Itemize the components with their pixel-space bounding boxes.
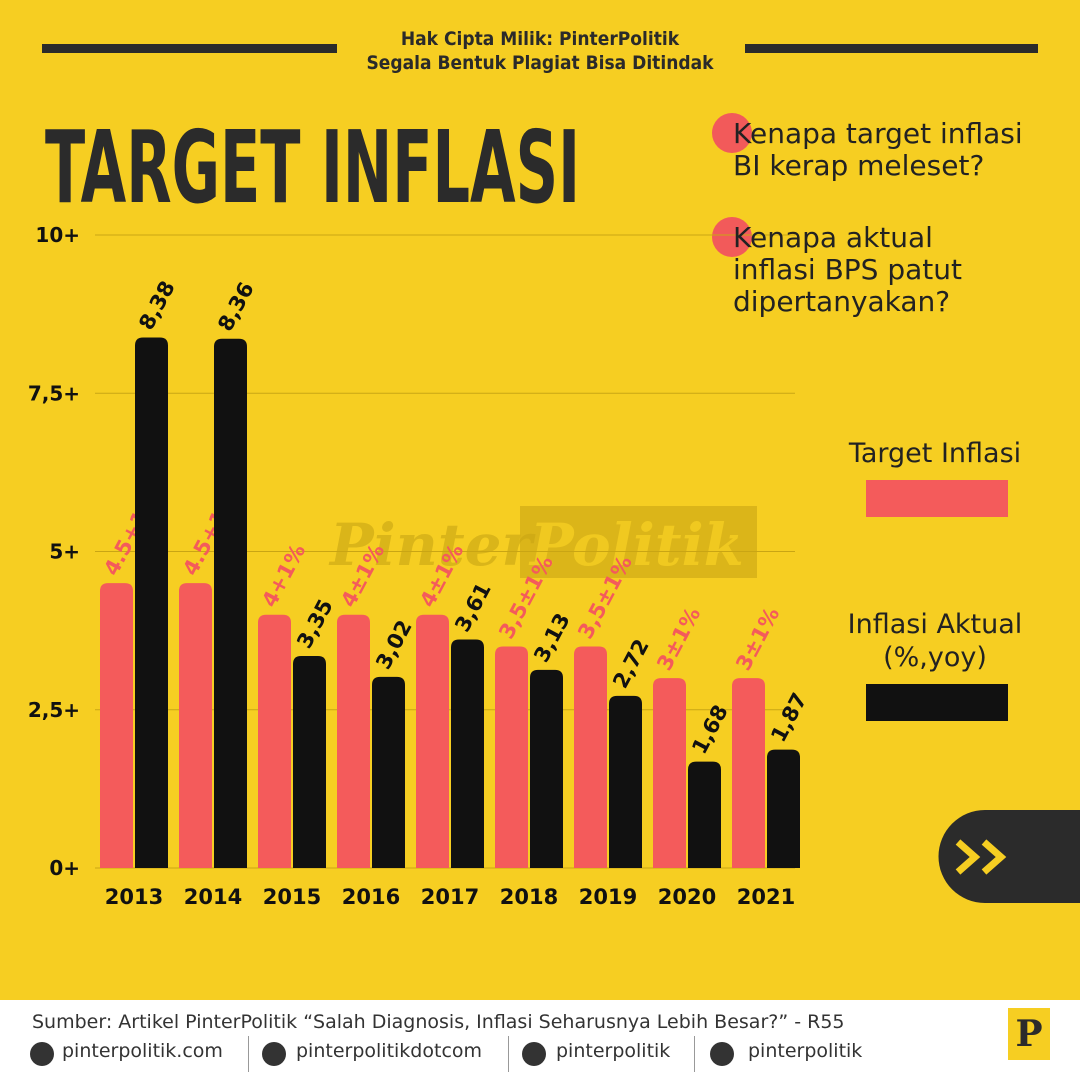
value-label: 8,36 <box>213 278 259 335</box>
y-tick-label: 0+ <box>49 856 80 880</box>
value-label: 3,35 <box>292 595 338 652</box>
bar <box>214 338 247 868</box>
logo: P <box>1008 1008 1050 1060</box>
bar <box>293 655 326 868</box>
bar <box>416 614 449 868</box>
facebook-icon <box>262 1042 286 1066</box>
bullet <box>712 113 752 153</box>
bar <box>767 749 800 868</box>
y-tick-label: 10+ <box>35 223 80 247</box>
copyright: Hak Cipta Milik: PinterPolitik <box>400 28 680 50</box>
value-label: 3,02 <box>371 616 417 673</box>
y-tick-label: 5+ <box>49 540 80 564</box>
bar <box>574 646 607 868</box>
y-tick-label: 2,5+ <box>28 698 80 722</box>
legend-label: Target Inflasi <box>848 438 1022 469</box>
bar <box>653 678 686 868</box>
link[interactable]: pinterpolitik.com <box>62 1040 223 1062</box>
bar <box>179 583 212 868</box>
bar <box>372 676 405 868</box>
header-rule <box>42 44 337 53</box>
question: Kenapa aktual inflasi BPS patut dipertan… <box>733 221 962 318</box>
x-tick-label: 2015 <box>263 885 321 909</box>
footer: Sumber: Artikel PinterPolitik “Salah Dia… <box>0 1000 1080 1080</box>
value-label: 8,38 <box>134 277 180 334</box>
bullet <box>712 217 752 257</box>
value-label: 4+1% <box>257 540 310 611</box>
x-tick-label: 2013 <box>105 885 163 909</box>
value-label: 3±1% <box>731 603 784 674</box>
value-label: 3±1% <box>652 603 705 674</box>
link[interactable]: pinterpolitikdotcom <box>296 1040 483 1062</box>
x-tick-label: 2019 <box>579 885 637 909</box>
x-tick-label: 2020 <box>658 885 716 909</box>
bar <box>688 761 721 868</box>
x-tick-label: 2014 <box>184 885 242 909</box>
bar <box>732 678 765 868</box>
legend-label: Inflasi Aktual (%,yoy) <box>847 609 1023 673</box>
divider <box>508 1036 509 1072</box>
next-arrow <box>955 839 1007 875</box>
bar <box>451 639 484 868</box>
bar <box>609 695 642 868</box>
watermark: Politik <box>528 511 744 579</box>
watermark-box <box>520 506 757 578</box>
chart-title: TARGET INFLASI <box>45 109 580 226</box>
link[interactable]: pinterpolitik <box>556 1040 671 1062</box>
instagram-icon <box>522 1042 546 1066</box>
x-tick-label: 2021 <box>737 885 795 909</box>
bar <box>337 614 370 868</box>
header-rule <box>745 44 1038 53</box>
value-label: 2,72 <box>608 635 654 692</box>
value-label: 1,87 <box>766 689 812 746</box>
next-button[interactable] <box>938 810 1080 903</box>
bar <box>100 583 133 868</box>
divider <box>248 1036 249 1072</box>
link[interactable]: pinterpolitik <box>748 1040 863 1062</box>
web-icon <box>30 1042 54 1066</box>
bar <box>258 614 291 868</box>
bar <box>495 646 528 868</box>
divider <box>694 1036 695 1072</box>
value-label: 3,13 <box>529 609 575 666</box>
legend-swatch <box>866 480 1008 517</box>
twitter-icon <box>710 1042 734 1066</box>
legend-swatch <box>866 684 1008 721</box>
source: Sumber: Artikel PinterPolitik “Salah Dia… <box>32 1011 845 1033</box>
bar <box>135 337 168 868</box>
x-tick-label: 2018 <box>500 885 558 909</box>
warning: Segala Bentuk Plagiat Bisa Ditindak <box>366 52 714 74</box>
x-tick-label: 2017 <box>421 885 479 909</box>
y-tick-label: 7,5+ <box>28 381 80 405</box>
question: Kenapa target inflasi BI kerap meleset? <box>733 117 1023 182</box>
x-tick-label: 2016 <box>342 885 400 909</box>
watermark: Pinter <box>328 511 537 579</box>
bar <box>530 669 563 868</box>
value-label: 3,61 <box>450 579 496 636</box>
